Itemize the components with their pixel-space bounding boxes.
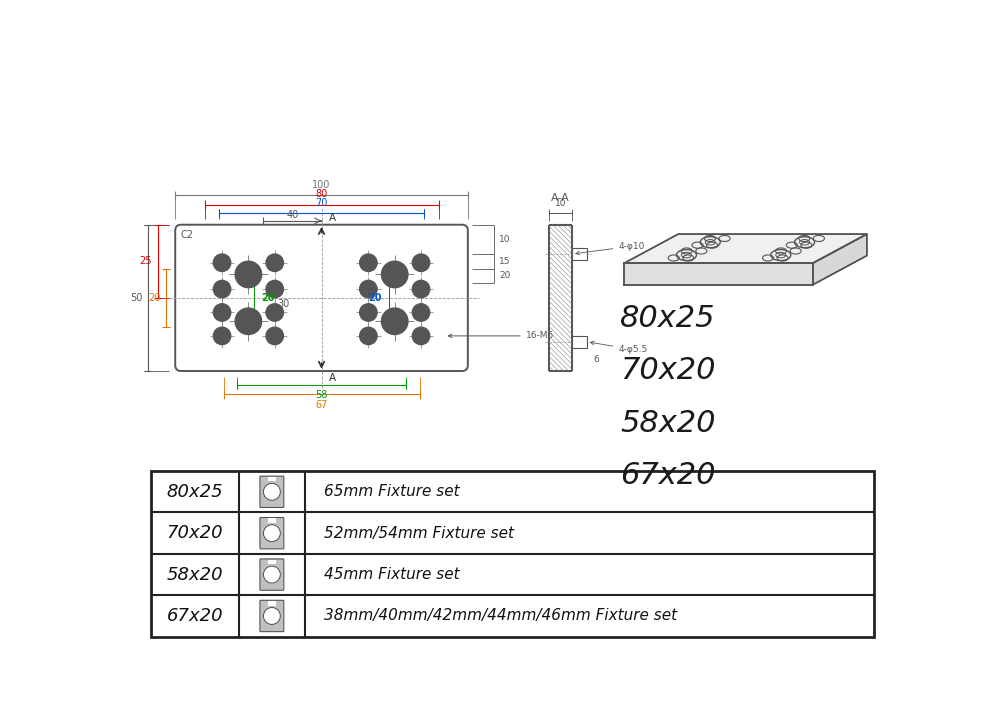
Circle shape: [382, 261, 408, 287]
Circle shape: [271, 258, 279, 267]
Circle shape: [417, 308, 425, 316]
Text: 20: 20: [261, 293, 275, 303]
Circle shape: [271, 308, 279, 316]
Circle shape: [263, 607, 280, 625]
Text: 25: 25: [140, 256, 152, 266]
Circle shape: [364, 258, 372, 267]
Circle shape: [364, 308, 372, 316]
Text: 70: 70: [315, 198, 328, 208]
Text: 58x20: 58x20: [167, 565, 223, 584]
FancyBboxPatch shape: [260, 559, 284, 590]
Circle shape: [242, 268, 255, 281]
Bar: [268, 560, 276, 564]
Text: 45mm Fixture set: 45mm Fixture set: [324, 567, 459, 582]
Circle shape: [266, 254, 284, 272]
Bar: [572, 248, 587, 260]
Text: 6: 6: [593, 355, 599, 363]
Text: 50: 50: [130, 293, 142, 303]
Bar: [151, 471, 874, 636]
Circle shape: [263, 484, 280, 500]
Circle shape: [412, 303, 430, 321]
Text: C2: C2: [181, 230, 194, 240]
Circle shape: [213, 280, 231, 298]
Circle shape: [364, 332, 372, 340]
Text: A: A: [328, 373, 336, 382]
Circle shape: [266, 327, 284, 345]
Text: 20: 20: [148, 293, 161, 303]
Circle shape: [218, 308, 226, 316]
Circle shape: [412, 280, 430, 298]
Text: 4-φ5.5: 4-φ5.5: [590, 341, 648, 354]
Text: 52mm/54mm Fixture set: 52mm/54mm Fixture set: [324, 526, 514, 541]
Circle shape: [360, 280, 377, 298]
Circle shape: [235, 261, 262, 287]
Text: 38mm/40mm/42mm/44mm/46mm Fixture set: 38mm/40mm/42mm/44mm/46mm Fixture set: [324, 608, 677, 623]
Text: 4-φ10: 4-φ10: [576, 242, 645, 255]
Circle shape: [235, 308, 262, 334]
Circle shape: [417, 285, 425, 293]
Text: 10: 10: [499, 235, 511, 244]
Circle shape: [360, 303, 377, 321]
Circle shape: [412, 254, 430, 272]
Text: 10: 10: [555, 199, 566, 208]
Text: 80x25: 80x25: [620, 304, 716, 333]
Bar: [268, 477, 276, 481]
Text: 70x20: 70x20: [167, 524, 223, 542]
Circle shape: [417, 258, 425, 267]
Circle shape: [388, 315, 401, 328]
Circle shape: [242, 315, 255, 328]
Text: 16-M6: 16-M6: [448, 332, 554, 340]
Circle shape: [412, 327, 430, 345]
Circle shape: [388, 268, 401, 281]
Circle shape: [360, 327, 377, 345]
Bar: [268, 601, 276, 605]
Text: 15: 15: [499, 257, 511, 266]
Text: 80: 80: [315, 189, 328, 199]
Text: 80x25: 80x25: [167, 483, 223, 501]
Text: 67x20: 67x20: [620, 461, 716, 490]
Text: 65mm Fixture set: 65mm Fixture set: [324, 484, 459, 500]
Text: 20: 20: [368, 293, 382, 303]
Circle shape: [266, 303, 284, 321]
Circle shape: [218, 332, 226, 340]
Text: 100: 100: [312, 180, 331, 190]
Text: 70x20: 70x20: [620, 356, 716, 385]
Text: 58x20: 58x20: [620, 409, 716, 438]
Circle shape: [213, 303, 231, 321]
Text: 40: 40: [286, 211, 298, 221]
Circle shape: [218, 258, 226, 267]
Text: 20: 20: [499, 272, 511, 280]
Circle shape: [271, 332, 279, 340]
Text: 67: 67: [315, 400, 328, 410]
Text: A: A: [328, 213, 336, 223]
Circle shape: [266, 280, 284, 298]
Circle shape: [271, 285, 279, 293]
FancyBboxPatch shape: [260, 600, 284, 631]
FancyBboxPatch shape: [175, 224, 468, 371]
FancyBboxPatch shape: [260, 476, 284, 508]
Text: 30: 30: [278, 299, 290, 308]
Bar: [268, 518, 276, 523]
Circle shape: [213, 327, 231, 345]
Circle shape: [364, 285, 372, 293]
Polygon shape: [813, 234, 867, 285]
Circle shape: [382, 308, 408, 334]
Bar: [572, 336, 587, 348]
Polygon shape: [624, 234, 867, 264]
Circle shape: [360, 254, 377, 272]
Text: 58: 58: [315, 390, 328, 400]
Circle shape: [218, 285, 226, 293]
Circle shape: [263, 566, 280, 583]
Polygon shape: [624, 264, 813, 285]
Circle shape: [263, 525, 280, 542]
Circle shape: [417, 332, 425, 340]
FancyBboxPatch shape: [260, 518, 284, 549]
Text: A-A: A-A: [551, 193, 570, 203]
Text: 67x20: 67x20: [167, 607, 223, 625]
Circle shape: [213, 254, 231, 272]
